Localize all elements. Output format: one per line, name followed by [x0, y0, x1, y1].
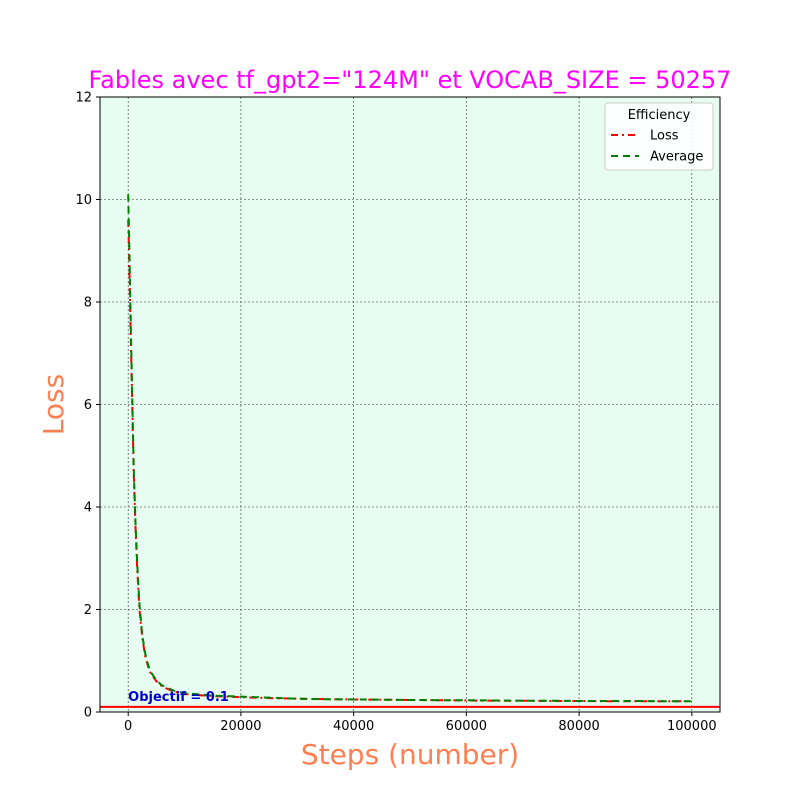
- x-tick-label: 80000: [558, 719, 599, 734]
- y-tick-label: 2: [84, 603, 92, 618]
- y-axis-label: Loss: [37, 374, 70, 435]
- series-group: [127, 194, 692, 703]
- legend-label-average: Average: [650, 150, 703, 165]
- objective-label: Objectif = 0.1: [128, 690, 229, 705]
- y-tick-label: 6: [84, 398, 92, 413]
- x-axis-label: Steps (number): [301, 738, 519, 771]
- legend-box: [604, 102, 714, 171]
- chart-title: Fables avec tf_gpt2="124M" et VOCAB_SIZE…: [89, 66, 732, 94]
- y-tick-label: 12: [75, 91, 92, 106]
- x-tick-label: 60000: [446, 719, 487, 734]
- x-tick-label: 0: [124, 719, 132, 734]
- axis-ticks: 0 20000 40000 60000 80000 100000 0 2 4 6 8 10 12: [75, 91, 716, 735]
- series-line-average: [127, 194, 692, 703]
- y-tick-label: 8: [84, 296, 92, 311]
- x-tick-label: 100000: [667, 719, 717, 734]
- legend: Efficiency Loss Average: [604, 102, 714, 171]
- y-tick-label: 10: [75, 193, 92, 208]
- legend-label-loss: Loss: [650, 129, 679, 144]
- grid: [100, 97, 720, 712]
- x-tick-label: 20000: [220, 719, 261, 734]
- y-tick-label: 0: [84, 706, 92, 721]
- legend-title: Efficiency: [628, 108, 691, 123]
- y-tick-label: 4: [84, 501, 92, 516]
- x-tick-label: 40000: [333, 719, 374, 734]
